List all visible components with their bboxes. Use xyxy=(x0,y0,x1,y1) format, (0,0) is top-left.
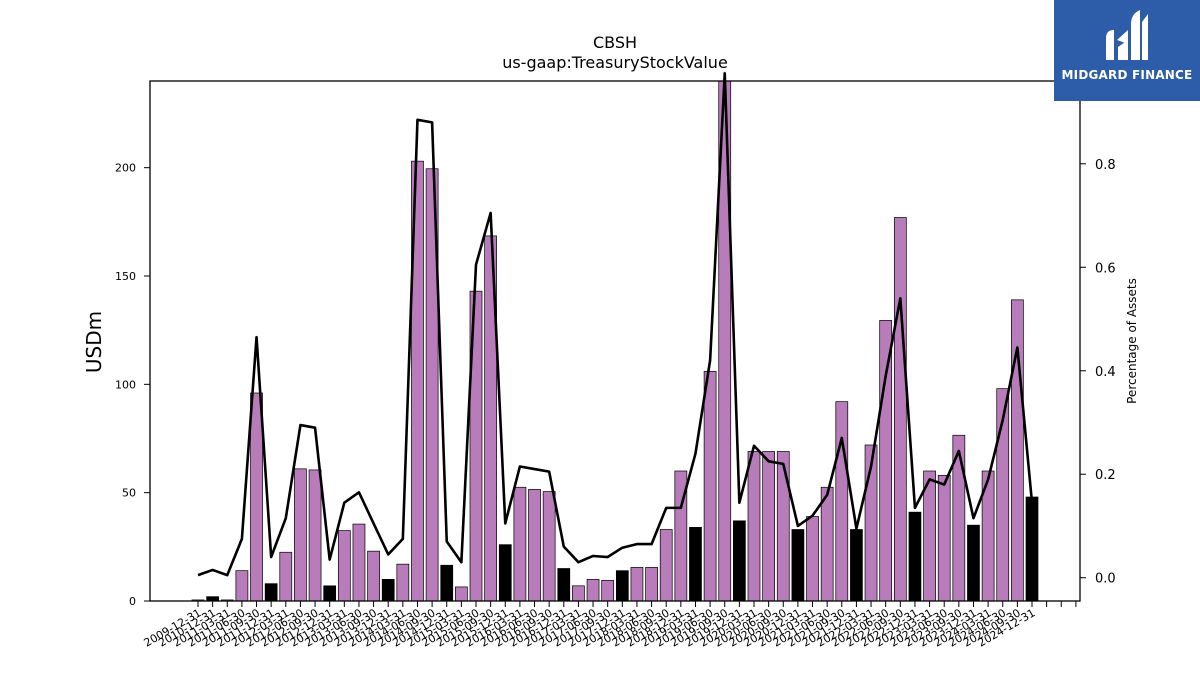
line-series xyxy=(197,71,1034,577)
bar-2017-12-31 xyxy=(659,529,673,602)
chart-subtitle: us-gaap:TreasuryStockValue xyxy=(502,53,728,72)
bar-2012-09-30 xyxy=(352,523,366,602)
bar-2014-03-31 xyxy=(440,564,454,602)
bar-2017-06-30 xyxy=(630,567,644,602)
bar-2012-03-31 xyxy=(323,585,337,602)
y2-axis: 0.0 0.2 0.4 0.6 0.8 xyxy=(1080,158,1116,587)
bar-2010-12-31 xyxy=(250,392,263,602)
bar-2015-03-31 xyxy=(498,544,512,602)
bar-2019-03-31 xyxy=(733,520,746,602)
bar-2020-09-30 xyxy=(820,486,834,602)
bar-2019-09-30 xyxy=(762,451,775,602)
bar-2017-09-30 xyxy=(645,567,658,602)
bar-2016-12-31 xyxy=(601,580,615,602)
bar-2011-06-30 xyxy=(279,551,293,602)
bar-2011-03-31 xyxy=(264,583,278,602)
y-axis: 0 50 100 150 200 xyxy=(115,162,150,608)
y-tick-label: 0 xyxy=(129,595,136,608)
bar-2023-03-31 xyxy=(967,524,980,602)
percentage-line xyxy=(197,71,1034,577)
bar-2018-06-30 xyxy=(689,526,702,602)
bar-2022-03-31 xyxy=(908,511,922,602)
y-axis-label: USDm xyxy=(82,311,106,373)
bar-2021-12-31 xyxy=(893,217,907,602)
bar-2020-03-31 xyxy=(791,529,805,602)
bar-2015-12-31 xyxy=(542,491,556,602)
bar-2011-12-31 xyxy=(308,469,322,602)
bar-2023-12-31 xyxy=(1011,299,1024,602)
bar-2021-03-31 xyxy=(850,529,863,602)
y-tick-label: 100 xyxy=(115,378,136,391)
y-tick-label: 200 xyxy=(115,162,136,175)
y-tick-label: 150 xyxy=(115,270,136,283)
bar-2016-03-31 xyxy=(557,568,571,602)
bar-2012-12-31 xyxy=(367,550,380,602)
bar-2015-09-30 xyxy=(528,489,541,602)
bar-2013-03-31 xyxy=(381,578,395,602)
bar-2022-06-30 xyxy=(923,470,936,602)
bar-2024-03-31 xyxy=(1025,496,1039,602)
bar-2013-06-30 xyxy=(396,563,410,602)
bar-2020-06-30 xyxy=(806,516,819,602)
y2-tick-label: 0.8 xyxy=(1095,158,1116,173)
bar-2018-09-30 xyxy=(703,370,717,602)
bar-series xyxy=(191,80,1039,602)
y2-tick-label: 0.2 xyxy=(1095,468,1116,483)
bar-2016-09-30 xyxy=(586,578,600,602)
bar-2021-09-30 xyxy=(879,320,893,602)
y2-tick-label: 0.4 xyxy=(1095,365,1116,380)
bar-2019-06-30 xyxy=(747,451,761,602)
bar-2022-09-30 xyxy=(937,474,951,602)
midgard-logo-icon xyxy=(1106,10,1148,60)
logo-text: MIDGARD FINANCE xyxy=(1061,68,1193,82)
bar-2014-06-30 xyxy=(455,586,468,602)
bar-2010-09-30 xyxy=(235,570,249,602)
y2-axis-label: Percentage of Assets xyxy=(1125,278,1139,404)
bar-2015-06-30 xyxy=(513,486,527,602)
chart-title: CBSH xyxy=(593,33,637,52)
bar-2012-06-30 xyxy=(337,530,351,602)
bar-2011-09-30 xyxy=(294,468,307,602)
x-axis: 2009-12-312010-12-312011-03-312011-06-30… xyxy=(142,601,1077,650)
brand-logo: MIDGARD FINANCE xyxy=(1054,0,1200,101)
y-tick-label: 50 xyxy=(122,487,136,500)
bar-2019-12-31 xyxy=(776,451,790,602)
bar-2016-06-30 xyxy=(572,585,585,602)
bar-2017-03-31 xyxy=(615,570,629,602)
y2-tick-label: 0.0 xyxy=(1095,572,1116,587)
y2-tick-label: 0.6 xyxy=(1095,261,1116,276)
plot-frame xyxy=(149,80,1081,602)
bar-2020-12-31 xyxy=(835,401,849,602)
